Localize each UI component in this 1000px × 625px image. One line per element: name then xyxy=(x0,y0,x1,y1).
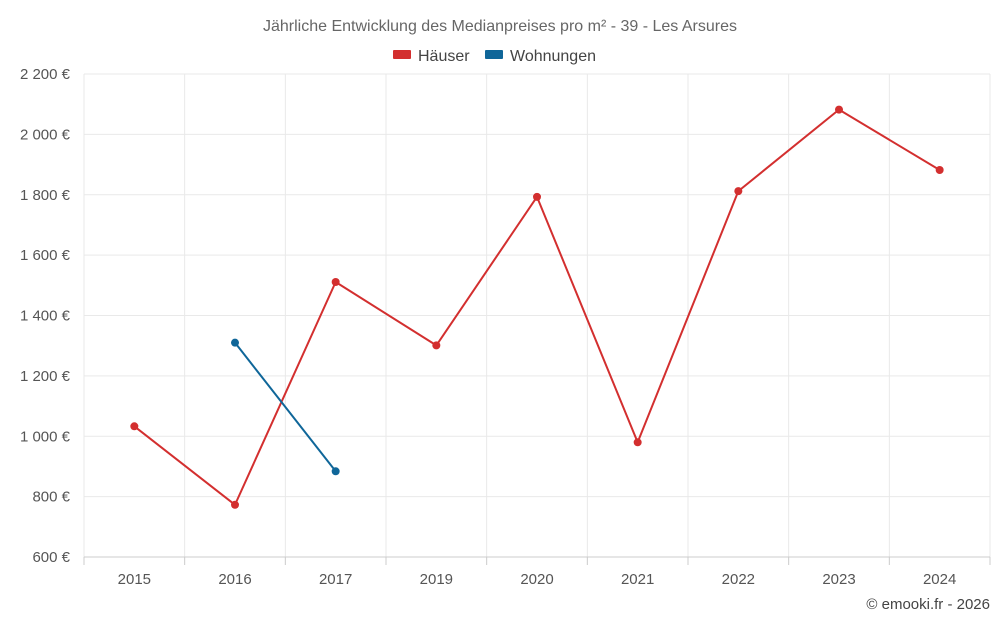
credit-text: © emooki.fr - 2026 xyxy=(866,596,990,613)
data-point-haeuser[interactable] xyxy=(633,438,642,447)
legend-label-haeuser: Häuser xyxy=(418,48,470,65)
x-tick-label: 2023 xyxy=(822,571,855,588)
y-tick-label: 1 000 € xyxy=(20,428,71,445)
y-tick-label: 1 400 € xyxy=(20,308,71,325)
x-tick-label: 2020 xyxy=(520,571,553,588)
data-point-haeuser[interactable] xyxy=(835,105,843,114)
y-axis-labels: 600 € 800 € 1 000 € 1 200 € 1 400 € 1 600 € 1 … xyxy=(20,66,71,566)
x-axis-labels: 2015 2016 2017 2019 2020 2021 2022 2023 2024 xyxy=(118,571,957,588)
x-tick-label: 2017 xyxy=(319,571,352,588)
legend: Häuser Wohnungen xyxy=(393,48,596,65)
data-point-haeuser[interactable] xyxy=(331,277,340,286)
x-tick-label: 2019 xyxy=(420,571,453,588)
series-line-haeuser xyxy=(133,108,941,506)
data-point-haeuser[interactable] xyxy=(734,187,743,196)
series-layer xyxy=(130,105,944,509)
legend-swatch-wohnungen xyxy=(485,50,503,59)
data-point-haeuser[interactable] xyxy=(231,500,239,509)
data-point-wohnungen[interactable] xyxy=(231,338,239,347)
y-tick-label: 600 € xyxy=(32,549,70,566)
series-line-wohnungen xyxy=(234,342,337,472)
x-tick-label: 2021 xyxy=(621,571,654,588)
x-tick-label: 2024 xyxy=(923,571,956,588)
y-tick-label: 2 200 € xyxy=(20,66,71,83)
y-tick-label: 1 200 € xyxy=(20,368,71,385)
y-tick-label: 1 800 € xyxy=(20,187,71,204)
x-tick-label: 2022 xyxy=(722,571,755,588)
chart-title: Jährliche Entwicklung des Medianpreises … xyxy=(263,18,737,35)
data-point-haeuser[interactable] xyxy=(935,165,944,174)
legend-item-haeuser[interactable]: Häuser xyxy=(393,48,470,65)
y-tick-label: 2 000 € xyxy=(20,126,71,143)
data-point-haeuser[interactable] xyxy=(432,341,441,350)
axes xyxy=(83,556,991,565)
x-tick-label: 2016 xyxy=(218,571,251,588)
data-point-wohnungen[interactable] xyxy=(331,467,340,476)
legend-label-wohnungen: Wohnungen xyxy=(510,48,596,65)
y-tick-label: 1 600 € xyxy=(20,247,71,264)
y-tick-label: 800 € xyxy=(32,489,70,506)
data-point-haeuser[interactable] xyxy=(130,422,139,431)
legend-swatch-haeuser xyxy=(393,50,411,59)
legend-item-wohnungen[interactable]: Wohnungen xyxy=(485,48,596,65)
grid xyxy=(83,73,991,557)
x-tick-label: 2015 xyxy=(118,571,151,588)
data-point-haeuser[interactable] xyxy=(533,192,541,201)
